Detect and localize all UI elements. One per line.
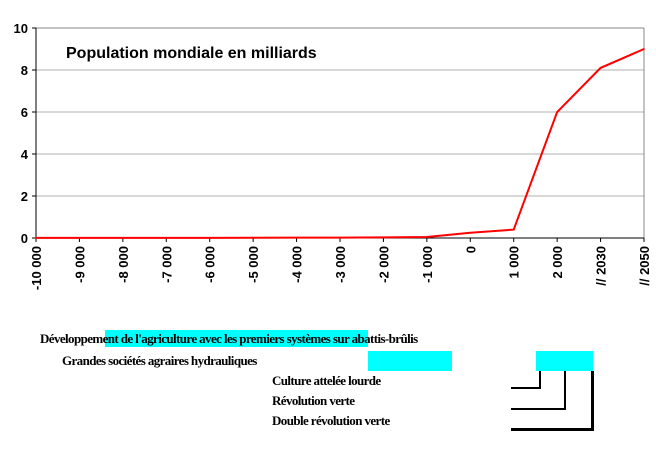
data-point	[165, 237, 168, 239]
data-point	[35, 237, 37, 239]
x-tick-label: -9 000	[72, 246, 87, 283]
data-point	[208, 237, 211, 239]
x-tick-label: // 2050	[637, 246, 652, 286]
highlight-hydraulic	[368, 351, 452, 371]
y-tick-label: 8	[21, 63, 28, 78]
connector-line	[564, 371, 566, 410]
highlight-modern	[536, 351, 593, 371]
population-chart: 0 2 4 6 8 10 -10 000 -9 000 -8 000 -7 000 -6 000 -5…	[14, 21, 652, 290]
data-point	[643, 48, 645, 50]
series-line	[36, 48, 645, 239]
x-tick-label: 1 000	[507, 246, 522, 279]
data-point	[512, 228, 515, 231]
data-point	[295, 236, 298, 239]
x-tick-label: -6 000	[203, 246, 218, 283]
x-tick-label: -2 000	[376, 246, 391, 283]
data-point	[556, 111, 558, 113]
connector-line	[591, 371, 594, 431]
x-tick-label: // 2030	[594, 246, 609, 286]
x-tick-label: -4 000	[290, 246, 305, 283]
connector-line	[539, 371, 541, 389]
y-tick-label: 6	[21, 105, 28, 120]
data-point	[382, 236, 385, 239]
y-tick-label: 0	[21, 231, 28, 246]
x-tick-label: -1 000	[420, 246, 435, 283]
x-tick-label: -5 000	[246, 246, 261, 283]
y-tick-label: 10	[14, 21, 28, 36]
x-tick-label: 2 000	[550, 246, 565, 279]
data-point	[122, 237, 124, 239]
highlight-agriculture	[105, 330, 368, 347]
connector-line	[511, 408, 566, 410]
data-point	[78, 237, 81, 239]
data-point	[469, 231, 472, 234]
annotation-agriculture: Développement de l'agriculture avec les …	[40, 331, 418, 346]
annotation-culture-attelee: Culture attelée lourde	[272, 373, 381, 388]
x-tick-label: 0	[463, 246, 478, 253]
x-tick-label: -7 000	[159, 246, 174, 283]
annotation-double-revolution: Double révolution verte	[272, 413, 390, 428]
x-tick-label: -10 000	[29, 246, 44, 290]
data-point	[599, 67, 602, 69]
connector-line	[511, 428, 594, 431]
chart-title: Population mondiale en milliards	[66, 45, 317, 62]
y-tick-label: 2	[21, 189, 28, 204]
y-tick-label: 4	[21, 147, 29, 162]
annotation-hydraulic: Grandes sociétés agraires hydrauliques	[62, 353, 257, 368]
data-point	[252, 236, 254, 239]
annotation-revolution-verte: Révolution verte	[272, 393, 355, 408]
x-tick-label: -3 000	[333, 246, 348, 283]
data-point	[339, 236, 341, 239]
data-point	[426, 236, 428, 238]
connector-line	[511, 387, 541, 389]
x-tick-label: -8 000	[116, 246, 131, 283]
